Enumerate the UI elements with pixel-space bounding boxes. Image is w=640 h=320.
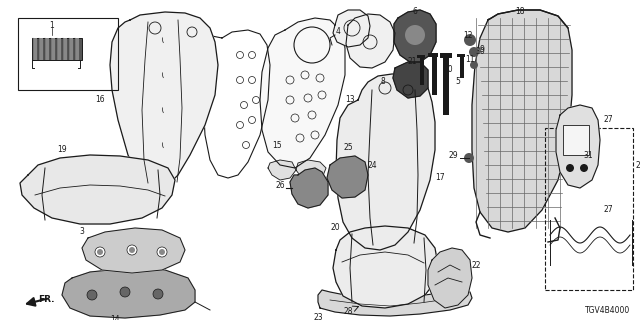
- Circle shape: [566, 164, 574, 172]
- Bar: [420, 57, 424, 85]
- Circle shape: [127, 245, 137, 255]
- Polygon shape: [318, 290, 472, 316]
- Text: 6: 6: [413, 7, 417, 17]
- Bar: [57, 38, 61, 60]
- Polygon shape: [394, 10, 436, 62]
- Bar: [75, 38, 79, 60]
- Text: 23: 23: [313, 314, 323, 320]
- Text: 18: 18: [515, 7, 525, 17]
- Polygon shape: [346, 14, 395, 68]
- Text: 2: 2: [636, 161, 640, 170]
- Bar: [18, 18, 118, 90]
- Bar: [33, 38, 37, 60]
- Text: 29: 29: [448, 150, 458, 159]
- Circle shape: [469, 47, 479, 57]
- Polygon shape: [556, 105, 600, 188]
- Polygon shape: [62, 268, 195, 318]
- Text: 4: 4: [335, 28, 340, 36]
- Text: FR.: FR.: [38, 295, 54, 305]
- Text: 22: 22: [471, 260, 481, 269]
- Bar: [457, 54, 465, 57]
- Circle shape: [470, 61, 478, 69]
- Text: 11: 11: [465, 55, 475, 65]
- Text: 19: 19: [57, 146, 67, 155]
- Text: 27: 27: [603, 116, 613, 124]
- Text: 13: 13: [345, 95, 355, 105]
- Polygon shape: [260, 18, 345, 168]
- Bar: [39, 38, 43, 60]
- Circle shape: [97, 249, 103, 255]
- Polygon shape: [110, 12, 218, 188]
- Bar: [460, 56, 464, 78]
- Bar: [32, 38, 82, 60]
- Circle shape: [153, 289, 163, 299]
- Text: 3: 3: [79, 228, 84, 236]
- Circle shape: [120, 287, 130, 297]
- Bar: [545, 128, 633, 290]
- Bar: [45, 38, 49, 60]
- Circle shape: [405, 25, 425, 45]
- Polygon shape: [290, 168, 328, 208]
- Circle shape: [573, 153, 583, 163]
- Text: 10: 10: [443, 66, 453, 75]
- Text: 12: 12: [463, 30, 473, 39]
- Text: 30: 30: [475, 47, 485, 57]
- Bar: [443, 57, 449, 115]
- Polygon shape: [82, 228, 185, 273]
- Text: 27: 27: [603, 205, 613, 214]
- Circle shape: [95, 247, 105, 257]
- Text: 21: 21: [407, 58, 417, 67]
- Circle shape: [87, 290, 97, 300]
- Polygon shape: [327, 156, 368, 198]
- Text: 14: 14: [110, 316, 120, 320]
- Bar: [563, 125, 589, 155]
- Bar: [63, 38, 67, 60]
- Polygon shape: [268, 160, 296, 180]
- Bar: [432, 55, 437, 95]
- Text: 5: 5: [456, 77, 460, 86]
- Text: 31: 31: [583, 150, 593, 159]
- Polygon shape: [472, 10, 572, 232]
- Text: 17: 17: [435, 173, 445, 182]
- Text: 24: 24: [367, 161, 377, 170]
- Text: 8: 8: [381, 77, 385, 86]
- Polygon shape: [428, 248, 472, 308]
- Polygon shape: [333, 226, 438, 308]
- Text: 15: 15: [272, 140, 282, 149]
- Text: 26: 26: [275, 180, 285, 189]
- Polygon shape: [333, 10, 370, 47]
- Text: 16: 16: [95, 95, 105, 105]
- Bar: [440, 53, 452, 58]
- Bar: [417, 55, 425, 58]
- Text: 25: 25: [343, 143, 353, 153]
- Circle shape: [464, 34, 476, 46]
- Polygon shape: [393, 62, 428, 98]
- Polygon shape: [296, 160, 326, 182]
- Text: 20: 20: [330, 223, 340, 233]
- Text: 9: 9: [479, 45, 484, 54]
- Text: TGV4B4000: TGV4B4000: [585, 306, 630, 315]
- Circle shape: [580, 164, 588, 172]
- Polygon shape: [336, 74, 435, 250]
- Text: 28: 28: [343, 308, 353, 316]
- Circle shape: [129, 247, 135, 253]
- Bar: [428, 53, 438, 57]
- Circle shape: [159, 249, 165, 255]
- Circle shape: [157, 247, 167, 257]
- Circle shape: [464, 153, 474, 163]
- Bar: [51, 38, 55, 60]
- Text: 1: 1: [50, 20, 54, 29]
- Polygon shape: [20, 155, 175, 224]
- Bar: [69, 38, 73, 60]
